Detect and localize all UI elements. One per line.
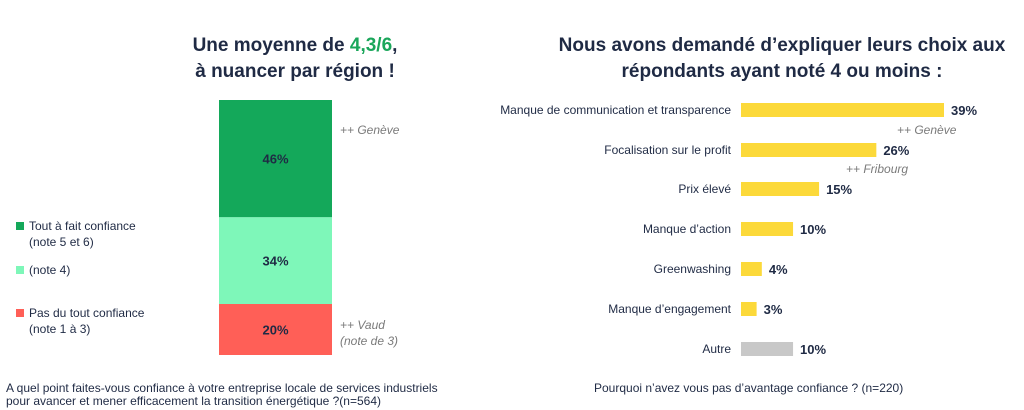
left-title-line2: à nuancer par région ! xyxy=(195,61,395,82)
hbar-2 xyxy=(741,143,877,157)
hbar-5 xyxy=(741,262,762,276)
hbar-7 xyxy=(741,342,794,356)
hbar-value-label: 15% xyxy=(826,182,852,197)
stacked-segment-2 xyxy=(219,217,332,304)
legend-label: (note 4) xyxy=(29,263,71,277)
right-chart-title: Nous avons demandé d’expliquer leurs cho… xyxy=(540,33,1024,85)
segment-value-label: 34% xyxy=(262,254,288,269)
category-label: Prix élevé xyxy=(678,182,731,196)
note-fribourg: ++ Fribourg xyxy=(846,162,909,176)
legend-swatch xyxy=(16,266,24,274)
left-question-line2: pour avancer et mener efficacement la tr… xyxy=(6,394,382,408)
left-title-line1: Une moyenne de 4,3/6, xyxy=(130,33,460,59)
category-label: Focalisation sur le profit xyxy=(604,143,731,157)
hbar-value-label: 10% xyxy=(800,222,826,237)
category-label: Greenwashing xyxy=(654,262,731,276)
average-score: 4,3/6 xyxy=(349,35,393,56)
left-title-post: , xyxy=(392,35,398,56)
right-title-line1: Nous avons demandé d’expliquer leurs cho… xyxy=(558,35,1006,56)
hbar-3 xyxy=(741,182,820,196)
left-question: A quel point faites-vous confiance à vot… xyxy=(6,382,438,408)
hbar-6 xyxy=(741,302,757,316)
hbar-value-label: 4% xyxy=(769,262,788,277)
legend-label: Pas du tout confiance (note 1 à 3) xyxy=(29,306,145,336)
note-geneve-right: ++ Genève xyxy=(897,123,957,137)
category-label: Autre xyxy=(702,342,731,356)
legend-swatch xyxy=(16,222,24,230)
note-geneve-left: ++ Genève xyxy=(340,123,400,137)
category-label: Manque d’action xyxy=(643,222,731,236)
segment-value-label: 46% xyxy=(262,152,288,167)
right-title-line2: répondants ayant noté 4 ou moins : xyxy=(621,61,943,82)
left-chart-title: Une moyenne de 4,3/6, à nuancer par régi… xyxy=(130,33,460,85)
hbar-value-label: 39% xyxy=(951,103,977,118)
hbar-value-label: 10% xyxy=(800,342,826,357)
legend-swatch xyxy=(16,309,24,317)
hbar-value-label: 26% xyxy=(883,143,909,158)
hbar-4 xyxy=(741,222,794,236)
stacked-segment-1 xyxy=(219,100,332,218)
right-question: Pourquoi n’avez vous pas d’avantage conf… xyxy=(594,381,904,395)
legend-label: Tout à fait confiance (note 5 et 6) xyxy=(29,219,136,249)
hbar-value-label: 3% xyxy=(764,302,783,317)
hbar-1 xyxy=(741,103,944,117)
stacked-segment-3 xyxy=(219,304,332,355)
left-question-line1: A quel point faites-vous confiance à vot… xyxy=(6,381,438,395)
note-vaud: ++ Vaud (note de 3) xyxy=(340,318,399,348)
segment-value-label: 20% xyxy=(262,323,288,338)
category-label: Manque de communication et transparence xyxy=(500,103,731,117)
category-label: Manque d’engagement xyxy=(608,302,731,316)
left-title-pre: Une moyenne de xyxy=(192,35,350,56)
